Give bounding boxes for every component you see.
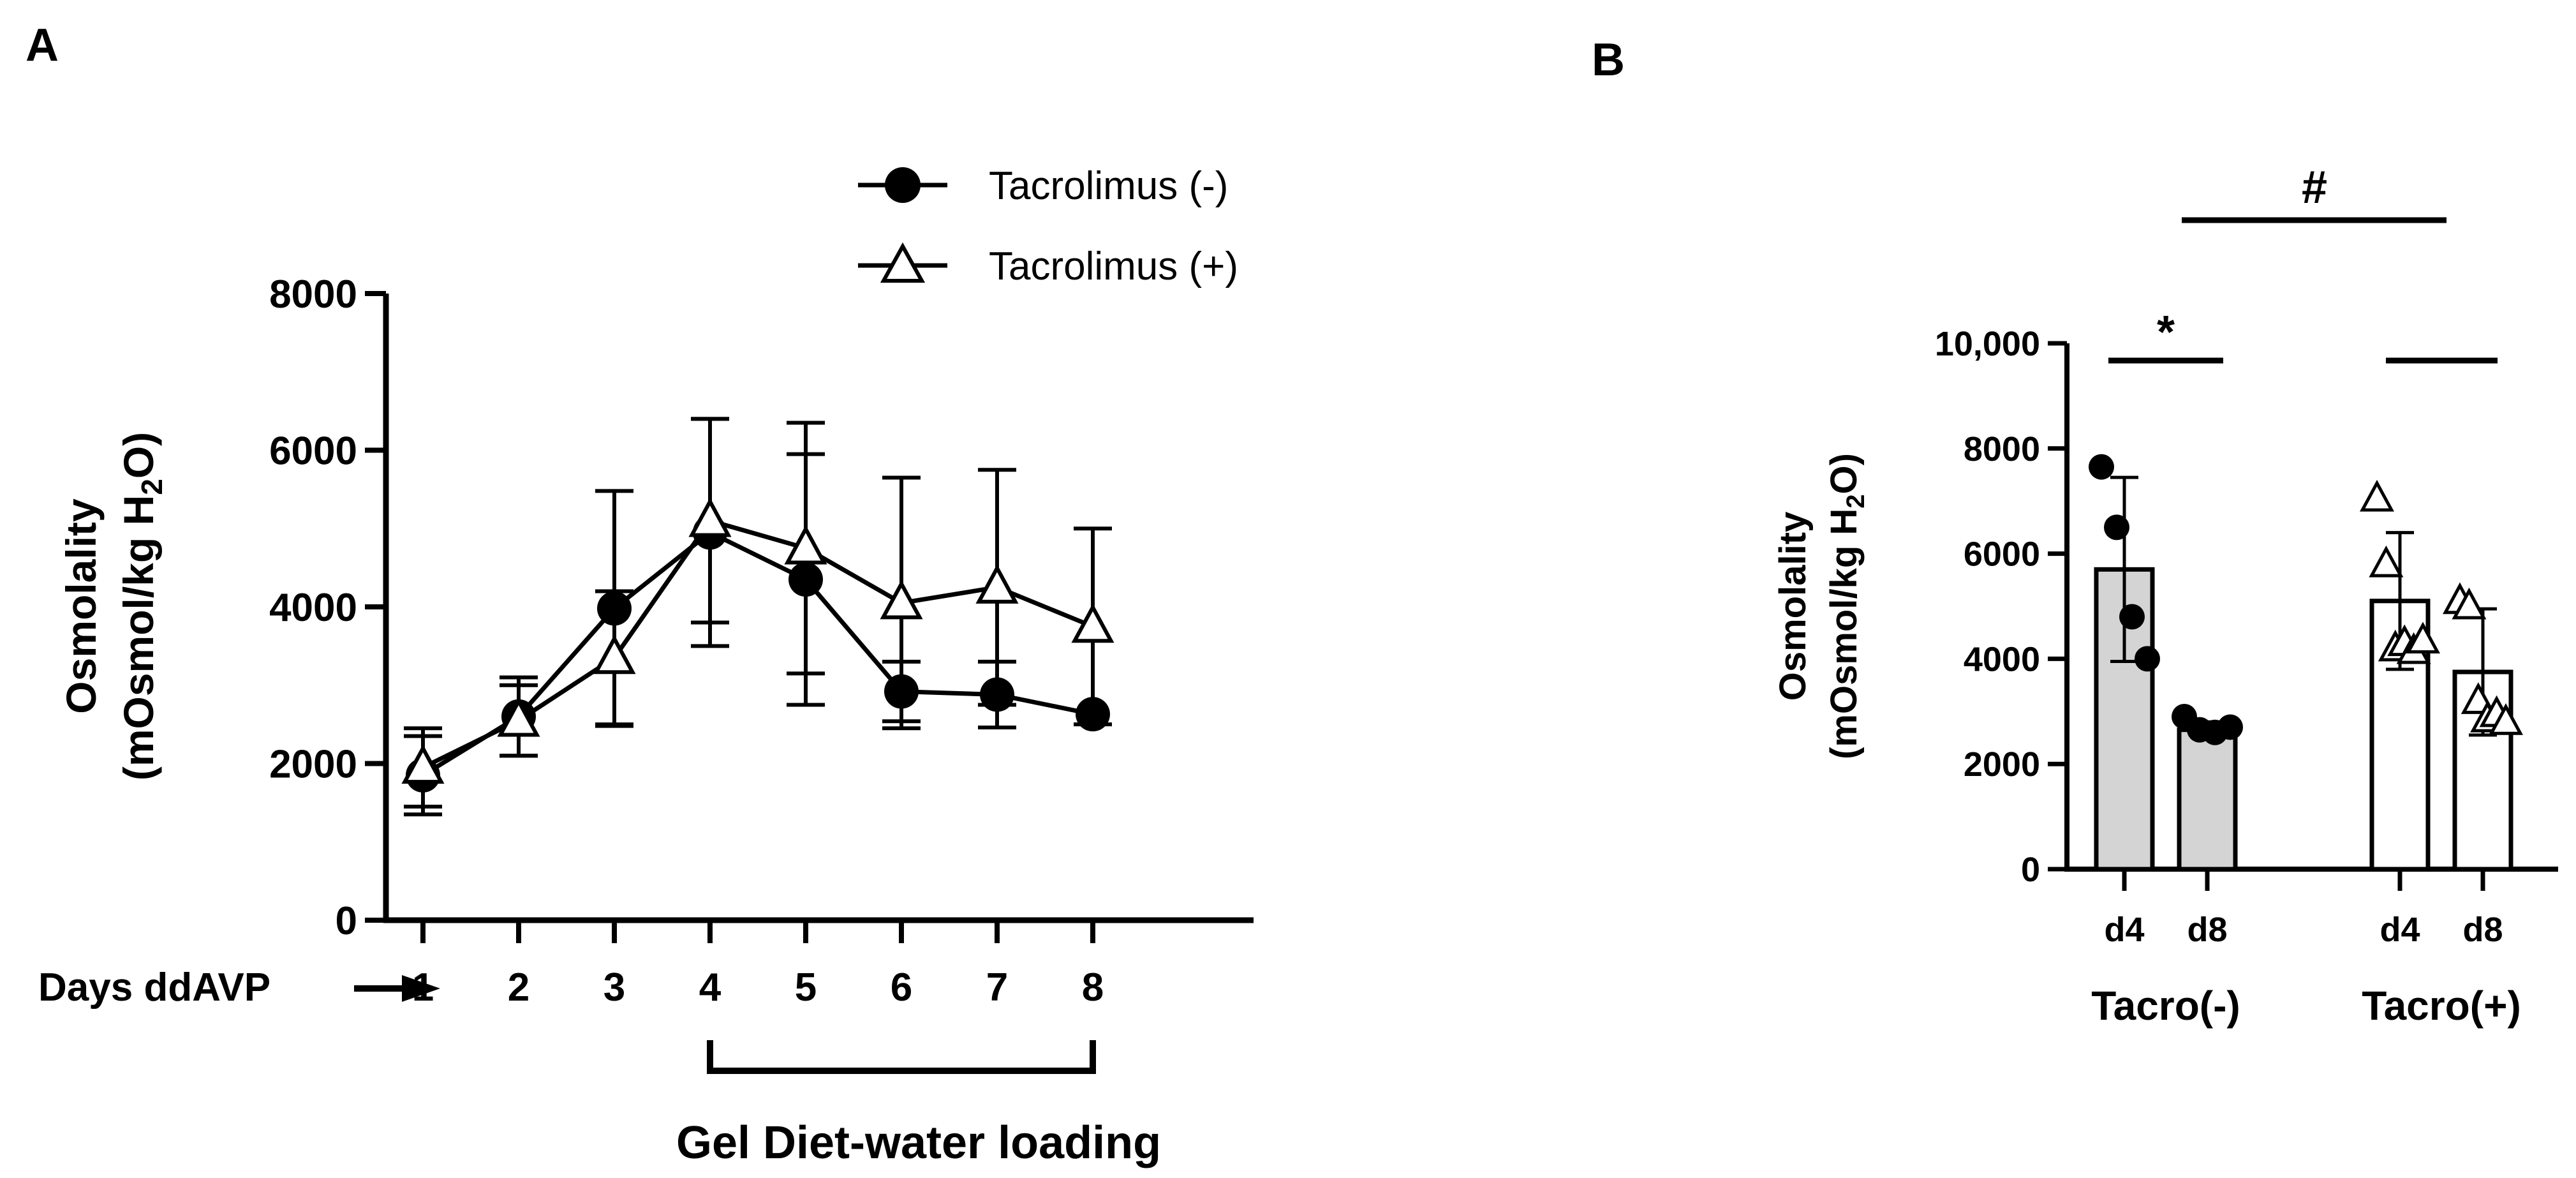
b-y-tick-label: 4000 — [1964, 640, 2040, 678]
a-point-tacrolimus-plus — [1071, 603, 1114, 643]
a-point-tacrolimus-minus — [788, 562, 823, 597]
a-x-tick-label: 6 — [891, 966, 912, 1010]
b-point-circle — [2089, 454, 2114, 480]
b-group-label-tacro-minus: Tacro(-) — [2091, 983, 2240, 1029]
a-point-tacrolimus-plus — [880, 579, 923, 620]
a-y-label-line1: Osmolality — [57, 498, 105, 714]
b-point-circle — [2217, 714, 2243, 740]
b-point-triangle — [2452, 587, 2487, 620]
a-y-tick-label: 8000 — [269, 272, 357, 317]
legend-label-tacrolimus-plus: Tacrolimus (+) — [989, 244, 1238, 288]
a-x-prefix-label: Days ddAVP — [38, 966, 270, 1010]
gel-diet-label: Gel Diet-water loading — [676, 1117, 1161, 1168]
b-point-circle — [2119, 604, 2145, 630]
a-y-tick-label: 6000 — [269, 429, 357, 473]
a-point-tacrolimus-minus — [884, 674, 919, 709]
a-point-tacrolimus-minus — [980, 677, 1014, 712]
gel-diet-bracket — [707, 1040, 1096, 1074]
a-series-line-tacrolimus-plus — [422, 518, 1094, 770]
b-y-tick-label: 10,000 — [1935, 325, 2040, 363]
b-bar-tacro-minus-d8 — [2177, 727, 2238, 872]
a-x-prefix-arrow — [354, 975, 440, 1002]
panel-label-b: B — [1592, 34, 1625, 86]
b-point-triangle — [2369, 545, 2404, 578]
a-point-tacrolimus-plus — [593, 634, 636, 675]
a-legend: Tacrolimus (-) Tacrolimus (+) — [858, 164, 1238, 288]
a-point-tacrolimus-plus — [401, 744, 445, 784]
a-point-tacrolimus-plus — [688, 497, 732, 537]
a-x-tick-label: 3 — [603, 966, 625, 1010]
b-y-tick-label: 0 — [2021, 851, 2040, 889]
a-y-tick-label: 0 — [336, 899, 357, 943]
legend-filled-circle-icon — [885, 167, 921, 203]
a-point-tacrolimus-plus — [975, 564, 1019, 604]
b-x-tick-label: d4 — [2380, 911, 2420, 949]
a-x-tick-label: 2 — [508, 966, 529, 1010]
panel-label-a: A — [26, 20, 59, 71]
b-y-label-line1: Osmolality — [1772, 512, 1814, 701]
a-x-tick-label: 4 — [699, 966, 722, 1010]
a-point-tacrolimus-plus — [497, 697, 540, 737]
a-point-tacrolimus-minus — [1076, 697, 1110, 732]
b-y-label-line2: (mOsmol/kg H2O) — [1823, 453, 1870, 759]
b-x-tick-label: d8 — [2462, 911, 2503, 949]
b-point-triangle — [2359, 479, 2395, 512]
a-x-tick-label: 8 — [1082, 966, 1104, 1010]
b-y-tick-label: 6000 — [1964, 535, 2040, 574]
b-group-label-tacro-plus: Tacro(+) — [2362, 983, 2521, 1029]
b-x-tick-label: d8 — [2187, 911, 2227, 949]
a-y-tick-label: 2000 — [269, 743, 357, 787]
a-y-label-line2: (mOsmol/kg H2O) — [115, 432, 168, 780]
b-x-tick-label: d4 — [2104, 911, 2144, 949]
b-sig-hash: # — [2302, 162, 2327, 213]
b-point-circle — [2135, 646, 2160, 672]
b-y-tick-label: 2000 — [1964, 745, 2040, 784]
a-point-tacrolimus-plus — [784, 525, 827, 565]
b-sig-star: * — [2157, 307, 2175, 358]
a-series-line-tacrolimus-minus — [422, 530, 1093, 777]
legend-open-triangle-icon — [880, 242, 926, 283]
a-x-tick-label: 7 — [986, 966, 1008, 1010]
b-y-tick-label: 8000 — [1964, 430, 2040, 468]
b-point-triangle — [2405, 622, 2441, 654]
a-y-tick-label: 4000 — [269, 586, 357, 630]
b-point-circle — [2104, 514, 2129, 541]
a-point-tacrolimus-minus — [597, 591, 632, 626]
a-x-tick-label: 5 — [795, 966, 817, 1010]
legend-label-tacrolimus-minus: Tacrolimus (-) — [989, 164, 1228, 208]
b-point-triangle — [2488, 703, 2524, 735]
panel-b-chart: 0 2000 4000 6000 8000 10,000 d4 d8 d4 d8 Osmolal… — [1772, 162, 2558, 1029]
